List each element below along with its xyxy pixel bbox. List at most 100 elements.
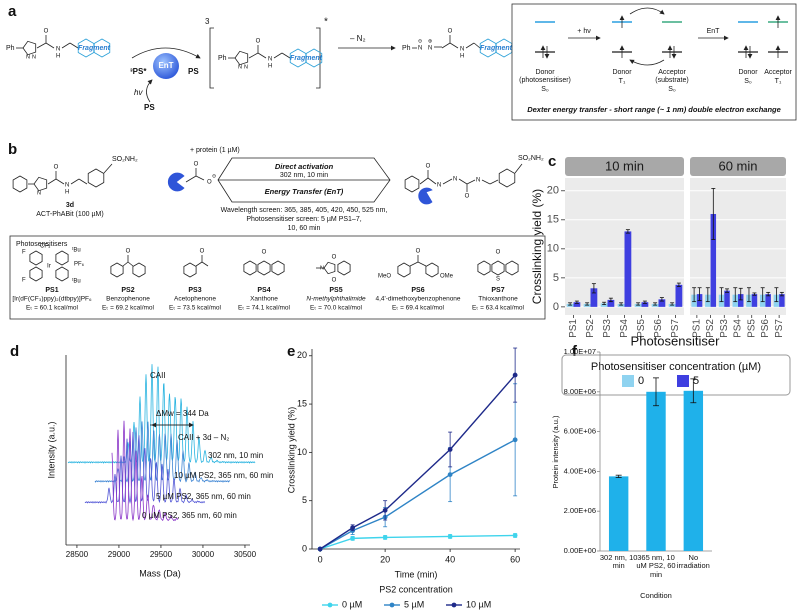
annotation: CAII + 3d – N₂ xyxy=(178,433,229,442)
ring xyxy=(243,260,257,276)
bond xyxy=(103,163,113,174)
spectrum xyxy=(111,420,179,522)
x-tick-label: PS7 xyxy=(670,319,681,338)
y-tick-label: 8.00E+06 xyxy=(564,387,596,396)
atom: O xyxy=(332,255,337,261)
label: Donor xyxy=(535,69,555,76)
x-tick-label: PS5 xyxy=(636,319,647,338)
bar xyxy=(765,294,771,307)
point xyxy=(447,472,453,478)
x-tick-label: PS6 xyxy=(760,319,771,338)
label: Thioxanthone xyxy=(478,296,518,303)
panel-label: e xyxy=(287,343,295,360)
ring xyxy=(289,48,307,68)
label: N-methylphthalimide xyxy=(306,296,366,303)
label: Donor xyxy=(738,69,758,76)
label: PS xyxy=(188,67,199,76)
ring xyxy=(87,168,105,188)
atom: N xyxy=(428,46,432,52)
point xyxy=(512,372,518,378)
legend-label: 0 xyxy=(638,375,644,387)
label: + protein (1 µM) xyxy=(190,147,240,154)
ring xyxy=(425,262,439,278)
y-tick-label: 5 xyxy=(553,272,559,284)
annotation: CAII xyxy=(150,371,166,380)
atom: F xyxy=(22,250,26,256)
ring xyxy=(12,175,28,193)
axis-title: Crosslinking yield (%) xyxy=(530,189,544,304)
bond xyxy=(78,178,88,185)
x-tick-label: 60 xyxy=(510,554,520,564)
ring xyxy=(337,260,351,276)
x-tick-label: 302 nm, 10 min xyxy=(599,554,638,571)
panel-label: c xyxy=(548,153,556,170)
x-tick-label: PS4 xyxy=(733,319,744,338)
ring xyxy=(132,262,146,278)
atom: N xyxy=(244,64,248,70)
label: Donor xyxy=(612,69,632,76)
label: Acetophenone xyxy=(174,296,216,303)
label: Photosensitisers xyxy=(16,241,68,248)
photosensitiser-box xyxy=(9,235,546,320)
legend-swatch xyxy=(622,375,634,387)
x-tick-label: PS3 xyxy=(602,319,613,338)
x-tick-label: 30500 xyxy=(234,550,257,559)
ring xyxy=(93,38,111,58)
legend-title: Photosensitiser concentration (µM) xyxy=(591,361,761,373)
atom: S xyxy=(496,277,500,283)
series-line xyxy=(319,439,516,550)
label: – N₂ xyxy=(350,34,366,43)
legend-label: 10 µM xyxy=(466,599,491,609)
atom: PF₆ xyxy=(74,262,85,268)
bond xyxy=(458,178,468,185)
bond xyxy=(489,179,499,185)
bar xyxy=(738,294,744,307)
label: PS xyxy=(144,103,155,112)
label: T₁ xyxy=(775,78,782,85)
atom: CF₃ xyxy=(40,244,51,250)
y-tick-label: 4.00E+06 xyxy=(564,466,596,475)
bond xyxy=(409,261,419,267)
atom: N xyxy=(437,183,441,189)
protein-icon xyxy=(167,172,185,192)
bond xyxy=(127,261,134,267)
label: (photosensitiser) xyxy=(519,77,571,84)
x-tick-label: PS3 xyxy=(719,319,730,338)
ring xyxy=(491,260,505,276)
label: 10, 60 min xyxy=(288,225,321,232)
bond xyxy=(201,261,209,267)
label: PS6 xyxy=(411,287,424,294)
y-tick-label: 2.00E+06 xyxy=(564,506,596,515)
atom: Ir xyxy=(47,263,52,270)
bond xyxy=(465,42,475,49)
bar xyxy=(751,294,758,307)
spectrum xyxy=(84,431,206,504)
y-tick-label: 15 xyxy=(547,214,559,226)
label: ³PS* xyxy=(130,67,147,76)
x-tick-label: PS1 xyxy=(568,319,579,338)
label: Benzophenone xyxy=(106,296,150,303)
strip xyxy=(690,157,786,176)
label: PS4 xyxy=(257,287,270,294)
label: Eₜ = 69.2 kcal/mol xyxy=(102,305,155,312)
legend-point xyxy=(327,602,333,608)
bond xyxy=(466,179,476,185)
facet-title: 10 min xyxy=(605,158,644,173)
label: Direct activation xyxy=(275,162,334,171)
category-label: No irradiation xyxy=(677,554,710,570)
x-tick-label: 29500 xyxy=(150,550,173,559)
ring xyxy=(271,260,285,276)
label: PS5 xyxy=(329,287,342,294)
legend-point xyxy=(389,602,395,608)
bar xyxy=(724,290,730,307)
bond xyxy=(514,163,523,174)
panel-label: a xyxy=(8,3,17,20)
x-tick-label: PS7 xyxy=(774,319,785,338)
bond xyxy=(47,178,57,185)
ring xyxy=(110,262,124,278)
label: 302 nm, 10 min xyxy=(280,172,328,179)
x-tick-label: PS4 xyxy=(619,319,630,338)
legend-label: 0 µM xyxy=(342,599,362,609)
atom: H xyxy=(65,190,69,196)
arrow xyxy=(131,47,201,59)
